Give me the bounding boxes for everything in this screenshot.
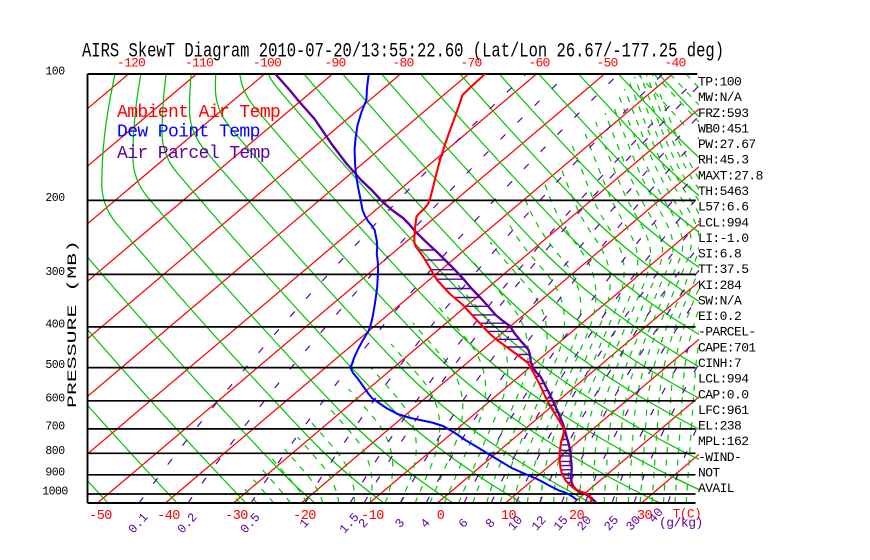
svg-text:400: 400	[45, 318, 65, 331]
svg-text:EI:0.2: EI:0.2	[698, 309, 741, 324]
svg-text:800: 800	[45, 445, 65, 458]
svg-text:-50: -50	[596, 56, 617, 71]
svg-text:LFC:961: LFC:961	[698, 403, 749, 418]
svg-text:-30: -30	[225, 509, 248, 524]
svg-text:300: 300	[45, 266, 65, 279]
svg-text:LCL:994: LCL:994	[698, 215, 749, 230]
svg-text:-50: -50	[89, 509, 112, 524]
svg-text:LI:-1.0: LI:-1.0	[698, 231, 748, 246]
svg-text:600: 600	[45, 392, 65, 405]
svg-text:MAXT:27.8: MAXT:27.8	[698, 168, 763, 183]
svg-text:-40: -40	[664, 56, 685, 71]
svg-text:TP:100: TP:100	[698, 75, 741, 90]
svg-text:-20: -20	[293, 509, 316, 524]
svg-text:-WIND-: -WIND-	[698, 450, 741, 465]
svg-text:NOT: NOT	[698, 466, 720, 481]
svg-text:-PARCEL-: -PARCEL-	[698, 325, 756, 340]
svg-text:TT:37.5: TT:37.5	[698, 262, 748, 277]
svg-text:FRZ:593: FRZ:593	[698, 106, 748, 121]
svg-text:-80: -80	[392, 56, 413, 71]
svg-text:PRESSURE (MB): PRESSURE (MB)	[65, 240, 80, 408]
svg-text:900: 900	[45, 466, 65, 479]
svg-text:CAPE:701: CAPE:701	[698, 340, 756, 355]
svg-text:T(C): T(C)	[673, 508, 701, 522]
svg-text:CINH:7: CINH:7	[698, 356, 741, 371]
svg-text:-60: -60	[528, 56, 549, 71]
svg-text:MW:N/A: MW:N/A	[698, 90, 742, 105]
svg-text:-110: -110	[185, 56, 213, 71]
svg-text:100: 100	[45, 66, 65, 79]
svg-text:Ambient Air Temp: Ambient Air Temp	[117, 103, 280, 123]
svg-text:-120: -120	[117, 56, 145, 71]
svg-text:LCL:994: LCL:994	[698, 372, 749, 387]
svg-text:RH:45.3: RH:45.3	[698, 153, 748, 168]
svg-text:-70: -70	[460, 56, 481, 71]
svg-text:SW:N/A: SW:N/A	[698, 294, 742, 309]
svg-text:Air Parcel Temp: Air Parcel Temp	[117, 144, 270, 164]
svg-text:AVAIL: AVAIL	[698, 481, 734, 496]
svg-text:30: 30	[637, 509, 653, 524]
svg-text:TH:5463: TH:5463	[698, 184, 748, 199]
svg-text:AIRS SkewT Diagram 2010-07-20/: AIRS SkewT Diagram 2010-07-20/13:55:22.6…	[82, 41, 724, 64]
svg-text:-10: -10	[361, 509, 384, 524]
svg-text:-90: -90	[324, 56, 345, 71]
svg-text:PW:27.67: PW:27.67	[698, 137, 756, 152]
svg-text:(g/kg): (g/kg)	[659, 516, 703, 531]
svg-text:EL:238: EL:238	[698, 419, 741, 434]
svg-text:-40: -40	[157, 509, 180, 524]
svg-text:L57:6.6: L57:6.6	[698, 200, 748, 215]
svg-text:WB0:451: WB0:451	[698, 121, 749, 136]
svg-text:KI:284: KI:284	[698, 278, 742, 293]
svg-text:CAP:0.0: CAP:0.0	[698, 387, 748, 402]
svg-text:-100: -100	[253, 56, 281, 71]
svg-text:700: 700	[45, 420, 65, 433]
svg-text:0: 0	[437, 509, 445, 524]
svg-text:1000: 1000	[42, 486, 68, 499]
svg-text:10: 10	[501, 509, 517, 524]
svg-text:MPL:162: MPL:162	[698, 434, 748, 449]
svg-text:500: 500	[45, 359, 65, 372]
svg-text:20: 20	[569, 509, 585, 524]
svg-text:Dew Point Temp: Dew Point Temp	[117, 122, 260, 142]
svg-text:SI:6.8: SI:6.8	[698, 247, 741, 262]
svg-text:200: 200	[45, 192, 65, 205]
